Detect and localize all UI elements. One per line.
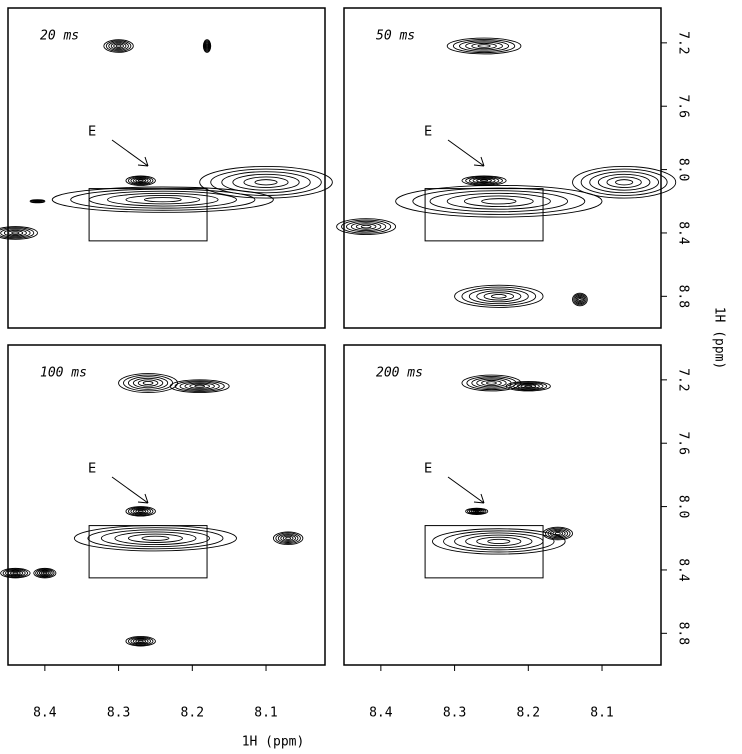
contour	[71, 189, 255, 210]
contour	[13, 572, 18, 574]
x-axis-label: 1H (ppm)	[242, 735, 305, 750]
contour	[143, 381, 153, 384]
selection-box	[89, 526, 207, 578]
y-tick-label: 8.0	[676, 158, 691, 181]
contour	[482, 380, 502, 385]
contour	[211, 169, 322, 195]
panel-title: 100 ms	[40, 366, 87, 381]
contour	[488, 539, 510, 543]
contour	[128, 534, 182, 542]
contour	[462, 287, 536, 305]
annotation-label: E	[424, 125, 432, 140]
y-tick-label: 8.4	[676, 221, 691, 245]
panel-frame	[8, 345, 325, 665]
contour	[255, 180, 277, 185]
contour	[616, 180, 633, 185]
y-tick-label: 8.0	[676, 495, 691, 518]
contour	[43, 572, 47, 574]
contour	[138, 511, 143, 513]
contour	[0, 228, 34, 239]
contour	[144, 198, 181, 202]
annotation-arrow	[448, 140, 484, 166]
annotation-label: E	[424, 462, 432, 477]
contour	[123, 375, 172, 391]
contour	[444, 531, 555, 552]
x-tick-label: 8.4	[33, 706, 57, 721]
contour	[472, 43, 497, 48]
y-axis-label: 1H (ppm)	[712, 307, 727, 370]
contour	[138, 380, 158, 386]
x-tick-label: 8.4	[369, 706, 393, 721]
contour	[142, 536, 169, 540]
contour	[106, 41, 131, 52]
contour	[195, 385, 205, 387]
contour	[206, 45, 207, 47]
contour	[607, 177, 641, 188]
contour	[286, 537, 291, 539]
y-tick-label: 7.2	[676, 31, 691, 54]
x-tick-label: 8.2	[517, 706, 540, 721]
y-tick-label: 8.8	[676, 622, 691, 645]
panel-frame	[344, 8, 661, 328]
annotation-arrow	[448, 477, 484, 503]
panel-frame	[8, 8, 325, 328]
contour	[477, 537, 521, 545]
contour	[126, 195, 200, 203]
annotation-label: E	[88, 125, 96, 140]
contour	[590, 172, 659, 193]
panel-title: 200 ms	[376, 366, 423, 381]
contour	[175, 381, 224, 392]
contour	[138, 640, 143, 642]
contour	[482, 199, 516, 204]
contour	[579, 298, 581, 300]
contour	[88, 528, 223, 549]
annotation-arrow	[112, 140, 148, 166]
contour	[484, 293, 513, 300]
y-tick-label: 8.4	[676, 558, 691, 582]
x-tick-label: 8.3	[443, 706, 466, 721]
contour	[430, 191, 568, 212]
contour	[574, 294, 586, 305]
contour	[487, 382, 497, 385]
panel-title: 20 ms	[40, 29, 79, 44]
contour	[464, 196, 533, 207]
panel-title: 50 ms	[376, 29, 415, 44]
annotation-label: E	[88, 462, 96, 477]
y-tick-label: 7.6	[676, 431, 691, 454]
x-tick-label: 8.1	[254, 706, 277, 721]
contour	[396, 185, 602, 217]
contour	[244, 177, 288, 188]
contour	[12, 232, 19, 234]
contour	[478, 45, 490, 48]
figure: 20 ms E 50 ms E 7.2 7.6 8.0 8.4 8.8 1H (ppm) 100 m…	[0, 0, 742, 754]
contour	[475, 511, 479, 512]
contour	[361, 225, 371, 228]
contour	[453, 39, 514, 52]
contour	[222, 172, 310, 193]
y-tick-label: 8.8	[676, 285, 691, 308]
x-tick-label: 8.3	[107, 706, 130, 721]
contour	[555, 532, 560, 534]
panel-frame	[344, 345, 661, 665]
annotation-arrow	[112, 477, 148, 503]
contour	[480, 180, 487, 182]
x-tick-label: 8.2	[181, 706, 204, 721]
contour	[356, 224, 376, 229]
contour	[342, 220, 391, 233]
contour	[116, 45, 121, 47]
contour	[467, 376, 516, 389]
contour	[276, 533, 301, 544]
contour	[473, 510, 480, 512]
y-tick-label: 7.2	[676, 368, 691, 391]
y-tick-label: 7.6	[676, 94, 691, 117]
contour	[138, 180, 143, 182]
x-tick-label: 8.1	[590, 706, 613, 721]
contour	[413, 188, 585, 214]
contour	[491, 294, 506, 298]
contour	[525, 385, 532, 387]
contour	[200, 166, 333, 198]
contour	[581, 169, 667, 195]
